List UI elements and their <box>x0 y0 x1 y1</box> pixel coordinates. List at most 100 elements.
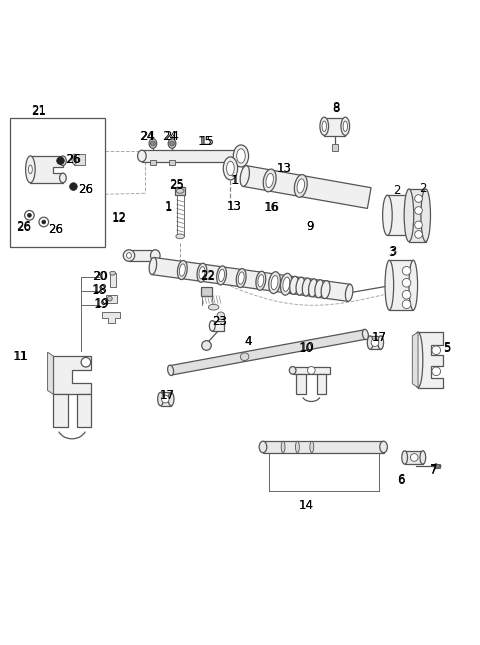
Text: 26: 26 <box>48 223 63 235</box>
Text: 1: 1 <box>230 174 238 187</box>
Circle shape <box>402 279 411 287</box>
Text: 14: 14 <box>299 499 313 512</box>
Bar <box>106 295 117 303</box>
Text: 10: 10 <box>300 341 314 354</box>
Ellipse shape <box>223 157 238 180</box>
Circle shape <box>169 141 174 146</box>
Text: 5: 5 <box>443 341 450 354</box>
Polygon shape <box>142 150 240 162</box>
Ellipse shape <box>168 365 174 375</box>
Polygon shape <box>48 352 53 394</box>
Text: 18: 18 <box>92 284 107 297</box>
Ellipse shape <box>157 392 163 406</box>
Circle shape <box>70 183 77 190</box>
Ellipse shape <box>296 441 300 453</box>
Ellipse shape <box>151 250 160 261</box>
Polygon shape <box>53 394 68 427</box>
Text: 23: 23 <box>213 315 228 328</box>
Bar <box>175 187 185 195</box>
Circle shape <box>415 206 422 214</box>
Ellipse shape <box>320 117 328 135</box>
Ellipse shape <box>402 451 408 464</box>
Circle shape <box>39 217 48 227</box>
Text: 6: 6 <box>397 473 405 486</box>
Ellipse shape <box>404 189 414 242</box>
Circle shape <box>57 157 64 164</box>
Polygon shape <box>53 356 91 394</box>
Ellipse shape <box>322 121 326 132</box>
Text: 20: 20 <box>93 270 108 283</box>
Ellipse shape <box>343 121 348 132</box>
Text: 15: 15 <box>200 135 215 148</box>
Circle shape <box>217 312 225 320</box>
Ellipse shape <box>280 273 292 295</box>
Circle shape <box>415 221 422 229</box>
Circle shape <box>27 213 31 217</box>
Text: 8: 8 <box>332 101 339 114</box>
Ellipse shape <box>321 281 330 299</box>
Text: 24: 24 <box>141 130 156 143</box>
Ellipse shape <box>341 117 349 135</box>
Text: 18: 18 <box>93 283 108 297</box>
Text: 13: 13 <box>276 162 291 175</box>
Circle shape <box>402 266 411 275</box>
Text: 17: 17 <box>372 332 386 344</box>
Ellipse shape <box>218 269 225 282</box>
Text: 13: 13 <box>276 163 291 175</box>
Text: 23: 23 <box>213 315 228 328</box>
Polygon shape <box>243 166 371 208</box>
Circle shape <box>371 339 379 346</box>
Text: 26: 26 <box>65 154 80 166</box>
Circle shape <box>151 141 156 146</box>
Ellipse shape <box>409 261 418 310</box>
Circle shape <box>42 220 46 224</box>
Ellipse shape <box>378 336 384 350</box>
Bar <box>370 336 381 350</box>
Circle shape <box>432 367 441 375</box>
Ellipse shape <box>281 441 285 453</box>
Ellipse shape <box>283 277 290 292</box>
Ellipse shape <box>421 189 431 242</box>
Ellipse shape <box>60 173 66 183</box>
Ellipse shape <box>269 272 280 293</box>
Text: 13: 13 <box>227 200 242 213</box>
Ellipse shape <box>410 195 420 235</box>
Ellipse shape <box>413 332 423 388</box>
Ellipse shape <box>263 169 276 192</box>
Ellipse shape <box>25 156 35 183</box>
Ellipse shape <box>302 278 311 296</box>
Ellipse shape <box>238 272 244 284</box>
Polygon shape <box>412 332 418 388</box>
Text: 7: 7 <box>430 463 438 477</box>
Ellipse shape <box>289 366 296 374</box>
Ellipse shape <box>380 441 387 453</box>
Text: 26: 26 <box>16 221 31 233</box>
Bar <box>74 154 85 164</box>
Ellipse shape <box>208 304 219 310</box>
Ellipse shape <box>110 272 116 275</box>
Polygon shape <box>129 250 156 261</box>
Text: 7: 7 <box>430 464 438 477</box>
Polygon shape <box>170 330 366 375</box>
Circle shape <box>161 395 169 403</box>
Circle shape <box>410 453 418 461</box>
Polygon shape <box>263 441 384 453</box>
Ellipse shape <box>199 266 205 279</box>
Text: 1: 1 <box>231 174 239 187</box>
Ellipse shape <box>149 139 157 148</box>
Ellipse shape <box>237 149 245 163</box>
Ellipse shape <box>227 161 234 175</box>
Ellipse shape <box>209 321 215 331</box>
Ellipse shape <box>72 154 77 164</box>
Text: 26: 26 <box>16 221 31 234</box>
Circle shape <box>402 300 411 308</box>
Polygon shape <box>317 374 326 394</box>
Circle shape <box>308 366 315 374</box>
Circle shape <box>24 210 34 220</box>
Text: 26: 26 <box>78 183 94 196</box>
Ellipse shape <box>149 257 156 275</box>
Text: 13: 13 <box>227 200 242 213</box>
Text: 12: 12 <box>112 211 127 224</box>
Text: 17: 17 <box>160 389 175 402</box>
Ellipse shape <box>294 175 307 197</box>
